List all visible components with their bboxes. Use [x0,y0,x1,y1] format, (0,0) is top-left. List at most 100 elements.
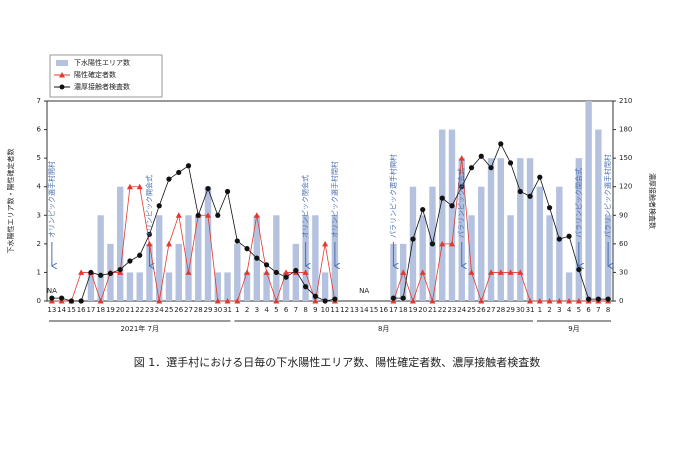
annotation: オリンピック閉会式 [301,175,310,238]
triangle-marker [175,212,182,218]
bar [478,186,485,301]
circle-marker [537,174,543,180]
triangle-marker [48,298,55,304]
circle-marker [195,212,201,218]
x-tick-label: 15 [369,306,378,314]
bar [390,243,397,301]
bar [165,272,173,301]
circle-marker [146,231,153,237]
y-axis-title: 下水陽性エリア数・陽性確定者数 [6,149,15,254]
bar [273,215,280,301]
bar [487,158,495,301]
y-tick-label: 0 [37,297,41,305]
x-tick-label: 14 [360,306,369,314]
x-tick-label: 21 [125,306,134,314]
triangle-marker [185,269,192,275]
circle-marker [156,203,162,209]
bar [526,158,534,301]
bar [87,272,95,301]
legend-marker [59,84,65,90]
x-tick-label: 25 [467,306,476,314]
triangle-marker [409,298,416,304]
triangle-marker [458,155,465,161]
y2-tick-label: 60 [619,240,628,248]
triangle-marker [536,298,543,304]
bar [565,272,573,301]
annotation: オリンピック開会式 [144,175,153,238]
x-tick-label: 17 [86,306,95,314]
x-tick-label: 18 [96,306,105,314]
triangle-marker [556,298,563,304]
bar [116,186,124,301]
x-tick-label: 9 [313,306,317,314]
triangle-marker [126,183,133,190]
circle-marker [586,296,592,302]
y-tick-label: 5 [37,154,41,162]
circle-marker [332,296,338,302]
x-tick-label: 8 [606,306,610,314]
x-tick-label: 6 [586,306,591,314]
triangle-marker [566,298,573,304]
annotation: パラリンピック閉会式 [574,168,583,238]
bar [97,215,104,301]
bar [185,215,192,301]
legend-box [49,54,163,98]
circle-marker [215,212,221,218]
triangle-marker [439,240,446,247]
circle-marker [566,233,572,239]
triangle-marker [478,298,485,304]
bar [136,272,143,301]
x-tick-label: 29 [204,306,213,314]
x-tick-label: 30 [213,306,222,314]
bar [175,243,182,301]
legend-label: 陽性確定者数 [74,70,116,79]
annotation: オリンピック選手村開村 [47,161,56,238]
circle-marker [507,160,514,166]
y-tick-label: 1 [37,268,41,276]
circle-marker [517,188,523,195]
x-tick-label: 23 [448,306,457,314]
x-tick-label: 19 [408,306,417,314]
x-tick-label: 4 [567,306,572,314]
circle-marker [137,252,143,258]
bar [282,272,290,301]
circle-marker [449,203,455,209]
bar [497,158,504,301]
x-tick-label: 20 [116,306,125,314]
annotation: パラリンピック選手村閉村 [603,154,612,238]
x-tick-label: 5 [274,306,278,314]
y-tick-label: 4 [37,183,42,191]
month-label: 2021年 7月 [120,324,159,333]
circle-marker [273,269,279,276]
x-tick-label: 21 [428,306,437,314]
x-tick-label: 7 [294,306,298,314]
circle-marker [224,188,231,195]
circle-marker [459,184,465,190]
circle-marker [546,205,553,211]
x-tick-label: 13 [350,306,359,314]
bar [439,129,446,301]
triangle-marker [302,269,309,275]
circle-marker [166,176,172,182]
x-tick-label: 28 [194,306,203,314]
bar [517,158,524,301]
x-tick-label: 16 [379,306,388,314]
x-tick-label: 25 [165,306,174,314]
legend-swatch [56,60,68,66]
triangle-marker [497,269,504,275]
bar [468,215,475,301]
x-tick-label: 28 [496,306,505,314]
circle-marker [468,165,475,171]
triangle-marker [448,240,455,247]
x-tick-label: 7 [596,306,600,314]
circle-marker [420,206,426,213]
bar [195,215,202,301]
x-tick-label: 22 [135,306,144,314]
y-tick-label: 2 [37,240,41,248]
circle-marker [107,270,114,276]
circle-marker [263,262,270,268]
bar [536,186,544,301]
triangle-marker [78,269,85,275]
circle-marker [78,298,84,304]
